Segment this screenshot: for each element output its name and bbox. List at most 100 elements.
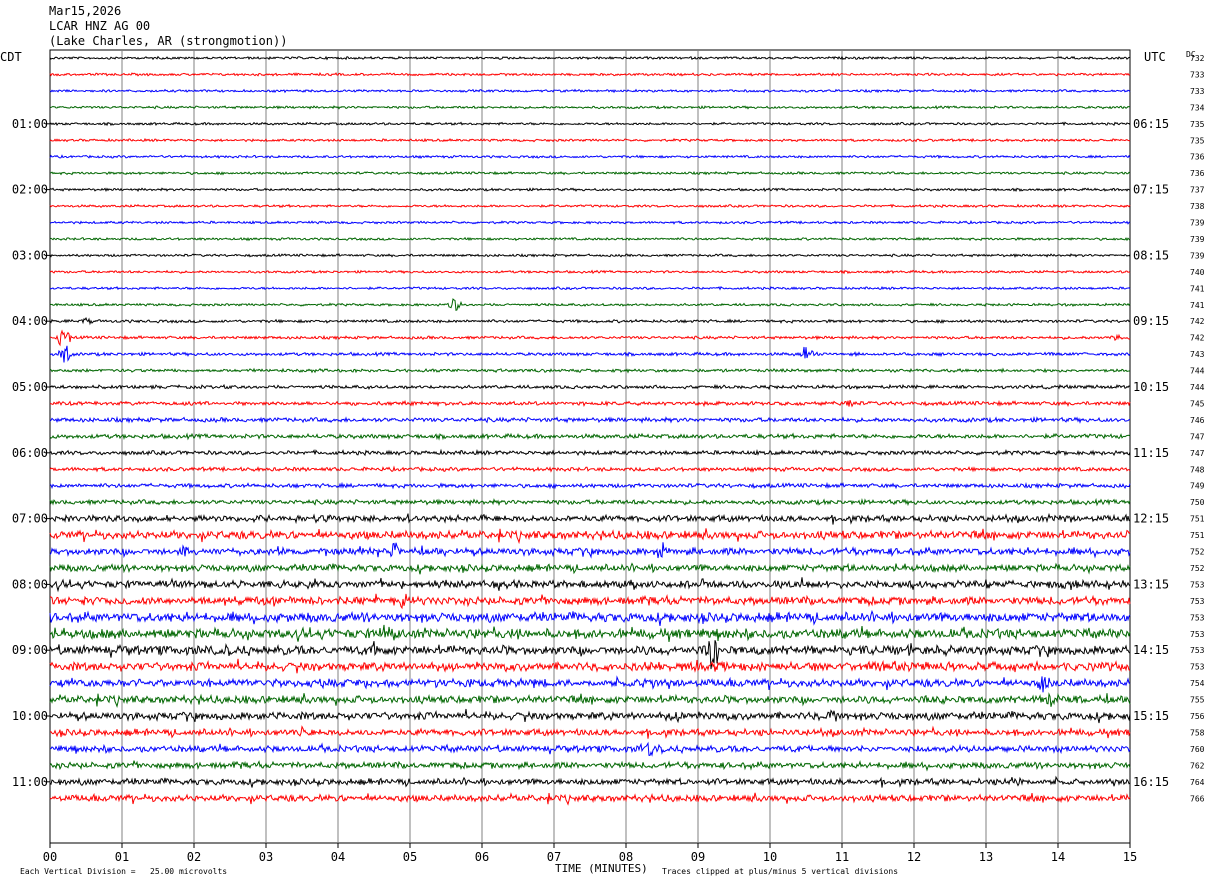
station-location: (Lake Charles, AR (strongmotion)) — [49, 34, 288, 48]
seismic-trace — [49, 203, 1131, 209]
x-tick-label: 02 — [187, 850, 201, 864]
dc-offset-label: 753 — [1190, 580, 1205, 589]
dc-offset-label: 741 — [1190, 301, 1205, 310]
dc-offset-label: 744 — [1190, 367, 1205, 376]
dc-offset-label: 739 — [1190, 235, 1205, 244]
dc-offset-label: 742 — [1190, 317, 1205, 326]
seismic-trace — [49, 640, 1131, 670]
x-tick-label: 05 — [403, 850, 417, 864]
seismic-trace — [49, 72, 1131, 77]
dc-offset-label: 747 — [1190, 432, 1205, 441]
seismic-trace — [50, 170, 1131, 176]
seismic-trace — [49, 316, 1131, 326]
dc-offset-label: 740 — [1190, 268, 1205, 277]
dc-offset-label: 755 — [1190, 696, 1205, 705]
left-hour-label: 01:00 — [12, 117, 48, 131]
seismic-trace — [49, 609, 1131, 626]
dc-offset-label: 766 — [1190, 794, 1205, 803]
left-hour-label: 09:00 — [12, 643, 48, 657]
seismic-trace — [49, 624, 1131, 642]
dc-offset-label: 753 — [1190, 597, 1205, 606]
right-hour-label: 11:15 — [1133, 446, 1169, 460]
dc-offset-label: 733 — [1190, 87, 1205, 96]
right-hour-labels: 06:15 07:15 08:15 09:15 10:15 11:15 12:15 13:15… — [1133, 117, 1169, 789]
seismic-trace — [49, 345, 1131, 363]
vertical-division-note: Each Vertical Division = 25.00 microvolt… — [20, 867, 228, 876]
left-hour-label: 08:00 — [12, 577, 48, 591]
x-tick-label: 11 — [835, 850, 849, 864]
seismic-trace — [49, 792, 1131, 806]
seismic-trace — [49, 497, 1131, 507]
right-timezone-label: UTC — [1144, 50, 1166, 64]
left-hour-label: 10:00 — [12, 709, 48, 723]
x-tick-label: 03 — [259, 850, 273, 864]
dc-offset-label: 744 — [1190, 383, 1205, 392]
dc-offset-label: 742 — [1190, 334, 1205, 343]
seismic-trace — [49, 432, 1131, 441]
seismic-trace — [49, 448, 1131, 457]
seismic-trace — [49, 465, 1131, 473]
x-tick-label: 09 — [691, 850, 705, 864]
seismic-trace — [49, 104, 1131, 110]
dc-offset-header: DC — [1186, 50, 1196, 59]
dc-offset-label: 753 — [1190, 630, 1205, 639]
seismic-trace — [49, 367, 1131, 374]
dc-offset-label: 747 — [1190, 449, 1205, 458]
seismic-trace — [49, 399, 1131, 408]
seismic-trace — [49, 55, 1131, 61]
seismic-trace — [49, 593, 1131, 610]
dc-offset-label: 750 — [1190, 498, 1205, 507]
seismic-trace — [49, 741, 1131, 757]
left-hour-label: 11:00 — [12, 775, 48, 789]
seismic-trace — [49, 759, 1131, 772]
dc-offset-label: 746 — [1190, 416, 1205, 425]
x-axis-title: TIME (MINUTES) — [555, 862, 648, 875]
right-hour-label: 06:15 — [1133, 117, 1169, 131]
dc-offset-label: 749 — [1190, 482, 1205, 491]
left-hour-label: 03:00 — [12, 248, 48, 262]
seismic-trace — [49, 269, 1131, 275]
seismic-trace — [49, 658, 1131, 674]
seismic-trace — [49, 528, 1131, 545]
seismic-trace — [49, 415, 1131, 424]
dc-offset-label: 753 — [1190, 663, 1205, 672]
seismic-trace — [49, 187, 1131, 193]
dc-offset-label: 739 — [1190, 251, 1205, 260]
dc-offset-label: 735 — [1190, 136, 1205, 145]
x-tick-label: 06 — [475, 850, 489, 864]
x-tick-label: 07 — [547, 850, 561, 864]
right-hour-label: 12:15 — [1133, 512, 1169, 526]
dc-offset-label: 739 — [1190, 219, 1205, 228]
x-axis-ticks: 00 01 02 03 04 05 06 07 08 09 10 11 12 13 14 15 — [43, 843, 1137, 864]
dc-offset-label: 752 — [1190, 564, 1205, 573]
seismic-trace — [49, 298, 1131, 312]
left-hour-labels: 01:00 02:00 03:00 04:00 05:00 06:00 07:00 08:00… — [12, 117, 50, 789]
x-tick-label: 01 — [115, 850, 129, 864]
x-tick-label: 13 — [979, 850, 993, 864]
dc-offset-label: 753 — [1190, 613, 1205, 622]
dc-offset-label: 732 — [1190, 54, 1205, 63]
dc-offset-label: 756 — [1190, 712, 1205, 721]
dc-offset-label: 745 — [1190, 399, 1205, 408]
x-tick-label: 08 — [619, 850, 633, 864]
dc-offset-label: 733 — [1190, 70, 1205, 79]
right-hour-label: 16:15 — [1133, 775, 1169, 789]
seismic-trace — [49, 219, 1131, 225]
dc-offset-label: 752 — [1190, 548, 1205, 557]
dc-offset-label: 753 — [1190, 646, 1205, 655]
dc-offset-label: 736 — [1190, 153, 1205, 162]
seismic-trace — [49, 154, 1131, 159]
seismic-trace — [49, 253, 1131, 258]
dc-offset-label: 741 — [1190, 284, 1205, 293]
left-timezone-label: CDT — [0, 50, 22, 64]
dc-offset-label: 764 — [1190, 778, 1205, 787]
seismic-trace — [49, 542, 1131, 559]
dc-offset-label: 751 — [1190, 531, 1205, 540]
right-hour-label: 10:15 — [1133, 380, 1169, 394]
station-id: LCAR HNZ AG 00 — [49, 19, 151, 33]
dc-offset-label: 758 — [1190, 728, 1205, 737]
x-tick-label: 15 — [1123, 850, 1137, 864]
dc-offset-label: 751 — [1190, 515, 1205, 524]
right-hour-label: 13:15 — [1133, 577, 1169, 591]
